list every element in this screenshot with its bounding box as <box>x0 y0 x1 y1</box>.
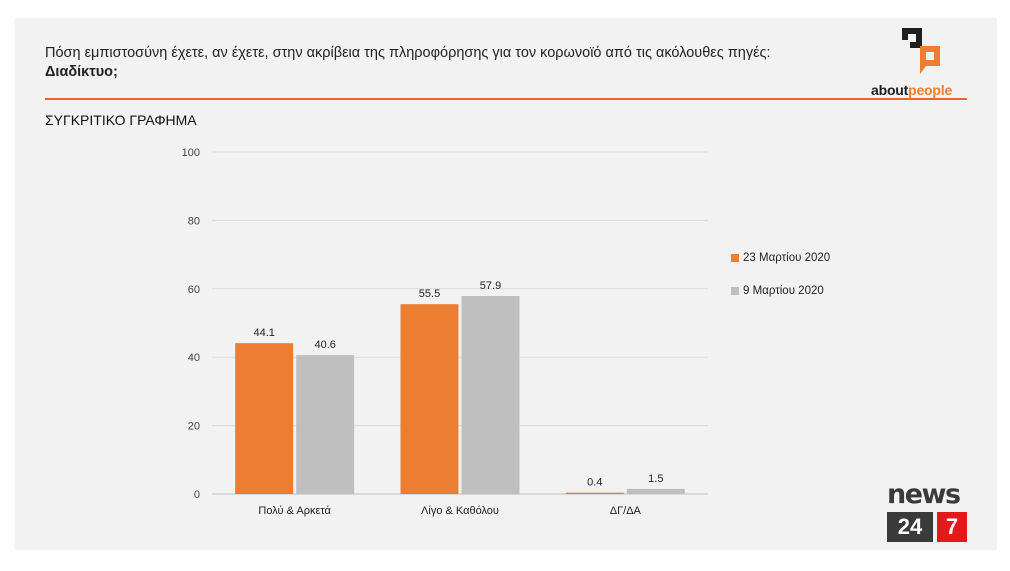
bar <box>296 355 355 494</box>
x-tick-label: Πολύ & Αρκετά <box>258 505 331 517</box>
chart-legend: 23 Μαρτίου 2020 9 Μαρτίου 2020 <box>731 250 830 316</box>
bar <box>626 488 685 494</box>
bar <box>400 304 459 494</box>
bar <box>565 492 624 494</box>
legend-swatch-series-2 <box>731 287 739 295</box>
news-logo-word: news <box>887 479 961 510</box>
header-divider <box>45 98 967 100</box>
question-line: Πόση εμπιστοσύνη έχετε, αν έχετε, στην α… <box>45 45 771 61</box>
aboutpeople-logo-text: aboutpeople <box>871 82 952 98</box>
legend-label-series-2: 9 Μαρτίου 2020 <box>743 285 824 297</box>
logo-about-prefix: about <box>871 82 909 98</box>
bar <box>235 343 294 494</box>
y-tick-label: 100 <box>182 147 200 159</box>
x-tick-label: Λίγο & Καθόλου <box>421 505 499 517</box>
news247-logo: news 24 7 <box>887 480 969 542</box>
legend-item-series-2: 9 Μαρτίου 2020 <box>731 283 830 299</box>
legend-label-series-1: 23 Μαρτίου 2020 <box>743 252 831 264</box>
data-label: 44.1 <box>253 327 274 339</box>
x-tick-label: ΔΓ/ΔΑ <box>610 505 642 517</box>
y-tick-label: 40 <box>188 352 200 364</box>
question-source: Διαδίκτυο; <box>45 64 118 80</box>
news-logo-24: 24 <box>887 512 933 542</box>
data-label: 55.5 <box>419 288 440 300</box>
news-logo-number: 24 7 <box>887 512 969 542</box>
data-label: 0.4 <box>587 477 602 489</box>
data-label: 1.5 <box>648 473 663 485</box>
y-tick-label: 20 <box>188 421 200 433</box>
section-title: ΣΥΓΚΡΙΤΙΚΟ ΓΡΑΦΗΜΑ <box>45 112 197 128</box>
bar <box>461 295 520 494</box>
aboutpeople-logo-icon <box>902 28 940 74</box>
legend-swatch-series-1 <box>731 254 739 262</box>
y-tick-label: 60 <box>188 284 200 296</box>
logo-about-suffix: people <box>908 82 953 98</box>
news-logo-7: 7 <box>937 512 967 542</box>
y-tick-label: 0 <box>194 489 200 501</box>
legend-item-series-1: 23 Μαρτίου 2020 <box>731 250 830 266</box>
question-text: Πόση εμπιστοσύνη έχετε, αν έχετε, στην α… <box>45 44 771 82</box>
y-tick-label: 80 <box>188 215 200 227</box>
data-label: 57.9 <box>480 280 501 292</box>
data-label: 40.6 <box>314 339 335 351</box>
